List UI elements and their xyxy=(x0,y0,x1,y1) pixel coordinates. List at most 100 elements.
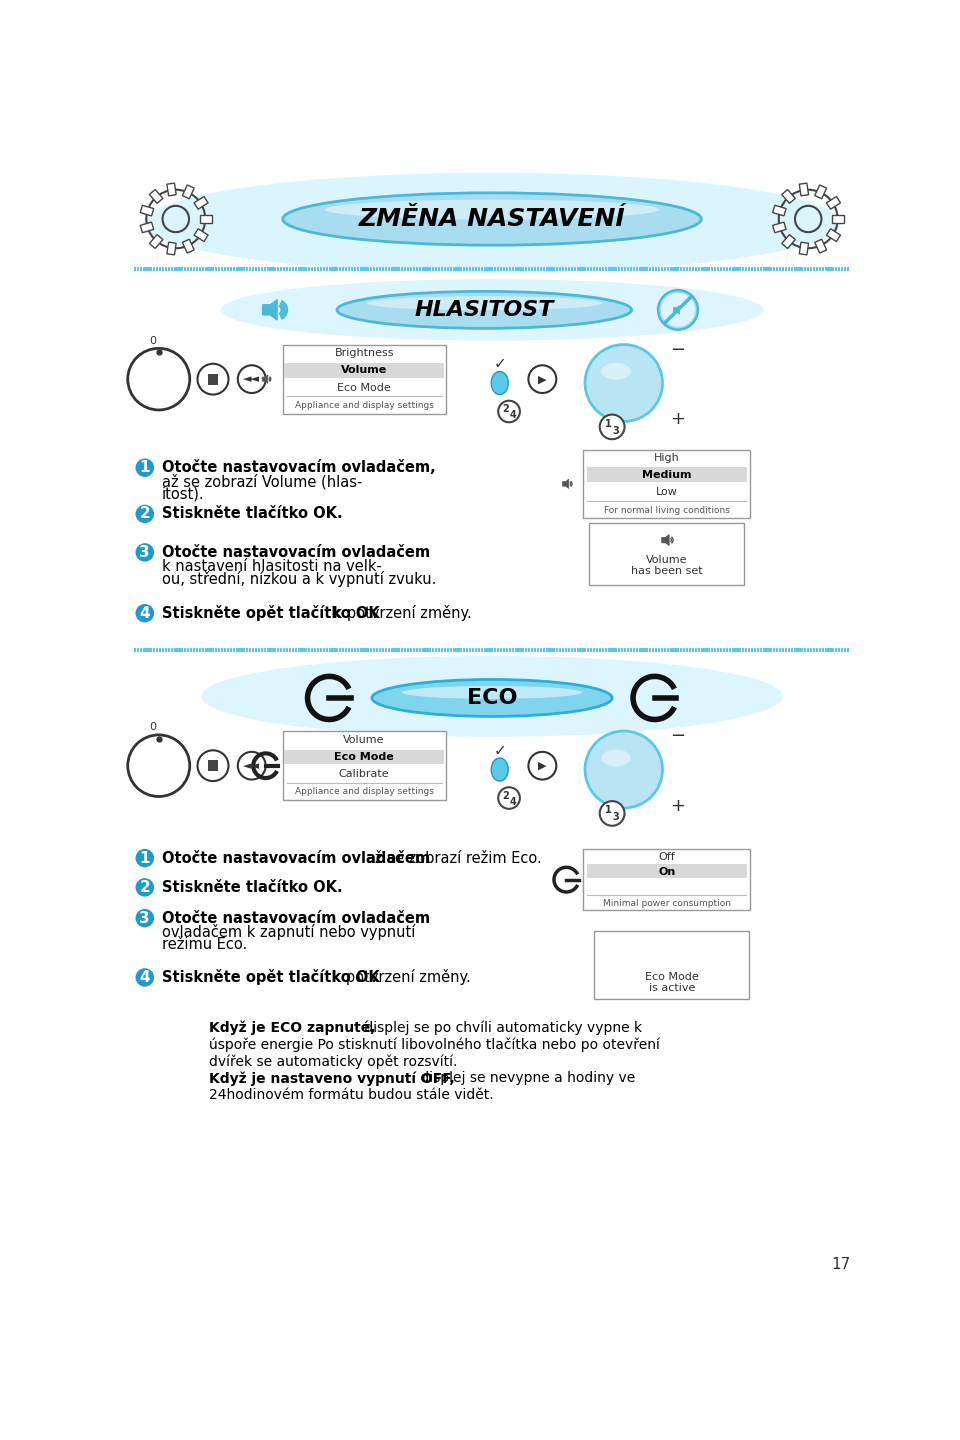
Text: 4: 4 xyxy=(510,410,516,420)
Text: 2: 2 xyxy=(139,880,150,894)
Polygon shape xyxy=(167,242,176,255)
Polygon shape xyxy=(673,305,680,314)
Polygon shape xyxy=(781,235,795,249)
Ellipse shape xyxy=(283,193,701,245)
Polygon shape xyxy=(182,239,194,253)
Polygon shape xyxy=(194,196,208,209)
Text: has been set: has been set xyxy=(631,566,702,576)
Ellipse shape xyxy=(372,680,612,717)
Polygon shape xyxy=(140,206,154,216)
FancyBboxPatch shape xyxy=(584,449,750,518)
Ellipse shape xyxy=(143,173,841,274)
Text: +: + xyxy=(670,410,685,428)
Text: k potvrzení změny.: k potvrzení změny. xyxy=(329,605,472,621)
FancyBboxPatch shape xyxy=(588,523,744,585)
Polygon shape xyxy=(167,183,176,196)
Text: 0: 0 xyxy=(149,336,156,346)
Polygon shape xyxy=(827,229,841,242)
Text: Volume: Volume xyxy=(344,734,385,744)
FancyBboxPatch shape xyxy=(283,732,445,801)
Text: Eco Mode: Eco Mode xyxy=(334,752,394,762)
Polygon shape xyxy=(800,242,808,255)
Text: 1: 1 xyxy=(605,419,612,429)
Polygon shape xyxy=(832,215,844,223)
Text: 24hodinovém formátu budou stále vidět.: 24hodinovém formátu budou stále vidět. xyxy=(209,1089,493,1102)
Text: dvířek se automaticky opět rozsvítí.: dvířek se automaticky opět rozsvítí. xyxy=(209,1054,458,1068)
Ellipse shape xyxy=(324,200,660,219)
Bar xyxy=(284,363,444,377)
Text: k potvrzení změny.: k potvrzení změny. xyxy=(327,969,470,985)
Circle shape xyxy=(135,968,155,986)
Text: 3: 3 xyxy=(139,910,150,926)
Text: 2: 2 xyxy=(139,507,150,521)
Bar xyxy=(587,864,747,878)
Text: Eco Mode: Eco Mode xyxy=(337,383,391,393)
FancyBboxPatch shape xyxy=(584,848,750,910)
Text: ou, střední, nízkou a k vypnutí zvuku.: ou, střední, nízkou a k vypnutí zvuku. xyxy=(162,570,436,586)
Bar xyxy=(587,467,747,482)
Polygon shape xyxy=(150,190,163,203)
Text: displej se po chvíli automaticky vypne k: displej se po chvíli automaticky vypne k xyxy=(360,1021,642,1035)
Text: Low: Low xyxy=(656,487,678,497)
Ellipse shape xyxy=(492,372,508,395)
Text: Volume: Volume xyxy=(341,366,387,376)
Circle shape xyxy=(585,344,662,422)
Circle shape xyxy=(498,788,520,809)
FancyBboxPatch shape xyxy=(283,344,445,413)
Polygon shape xyxy=(800,183,808,196)
Text: Otočte nastavovacím ovladačem: Otočte nastavovacím ovladačem xyxy=(162,851,430,865)
Text: Minimal power consumption: Minimal power consumption xyxy=(603,899,731,909)
Text: Když je nastaveno vypnutí OFF,: Když je nastaveno vypnutí OFF, xyxy=(209,1071,455,1086)
Text: +: + xyxy=(670,796,685,815)
Text: ▶: ▶ xyxy=(539,760,546,770)
Polygon shape xyxy=(563,480,568,488)
Text: HLASITOST: HLASITOST xyxy=(415,300,554,320)
Circle shape xyxy=(585,732,662,808)
Polygon shape xyxy=(815,184,827,199)
Bar xyxy=(284,750,444,765)
Text: 1: 1 xyxy=(139,461,150,475)
Polygon shape xyxy=(140,222,154,233)
Text: Otočte nastavovacím ovladačem: Otočte nastavovacím ovladačem xyxy=(162,544,430,560)
Circle shape xyxy=(498,400,520,422)
Text: Stiskněte opět tlačítko OK: Stiskněte opět tlačítko OK xyxy=(162,969,379,985)
Text: −: − xyxy=(670,341,685,359)
Text: Když je ECO zapnuté,: Když je ECO zapnuté, xyxy=(209,1021,375,1035)
Polygon shape xyxy=(773,222,786,233)
Polygon shape xyxy=(200,215,212,223)
Text: až se zobrazí režim Eco.: až se zobrazí režim Eco. xyxy=(367,851,542,865)
Text: 17: 17 xyxy=(831,1257,851,1272)
Text: 1: 1 xyxy=(605,805,612,815)
Text: Stiskněte tlačítko OK.: Stiskněte tlačítko OK. xyxy=(162,880,343,894)
Text: Volume: Volume xyxy=(646,554,687,564)
Circle shape xyxy=(135,458,155,477)
Polygon shape xyxy=(773,206,786,216)
Ellipse shape xyxy=(337,291,632,328)
Circle shape xyxy=(135,848,155,867)
Text: ZMĚNA NASTAVENÍ: ZMĚNA NASTAVENÍ xyxy=(359,207,625,230)
Polygon shape xyxy=(781,190,795,203)
Ellipse shape xyxy=(367,297,602,310)
Circle shape xyxy=(135,878,155,897)
Text: High: High xyxy=(654,454,680,464)
Text: 4: 4 xyxy=(139,606,150,621)
Text: k nastavení hlasitosti na velk-: k nastavení hlasitosti na velk- xyxy=(162,559,382,573)
Text: Stiskněte tlačítko OK.: Stiskněte tlačítko OK. xyxy=(162,507,343,521)
Text: −: − xyxy=(670,727,685,746)
Bar xyxy=(207,374,219,384)
Text: až se zobrazí Volume (hlas-: až se zobrazí Volume (hlas- xyxy=(162,474,362,490)
Text: itost).: itost). xyxy=(162,487,204,501)
Text: Medium: Medium xyxy=(642,471,691,481)
Text: displej se nevypne a hodiny ve: displej se nevypne a hodiny ve xyxy=(416,1071,636,1086)
Polygon shape xyxy=(827,196,841,209)
Ellipse shape xyxy=(202,657,782,737)
Text: 4: 4 xyxy=(139,971,150,985)
Circle shape xyxy=(600,415,625,439)
Text: ECO: ECO xyxy=(467,688,517,708)
Ellipse shape xyxy=(601,750,631,766)
Text: Otočte nastavovacím ovladačem,: Otočte nastavovacím ovladačem, xyxy=(162,461,436,475)
Text: 3: 3 xyxy=(612,426,619,436)
Circle shape xyxy=(135,543,155,562)
Text: Eco Mode: Eco Mode xyxy=(645,972,699,982)
FancyBboxPatch shape xyxy=(594,932,750,999)
